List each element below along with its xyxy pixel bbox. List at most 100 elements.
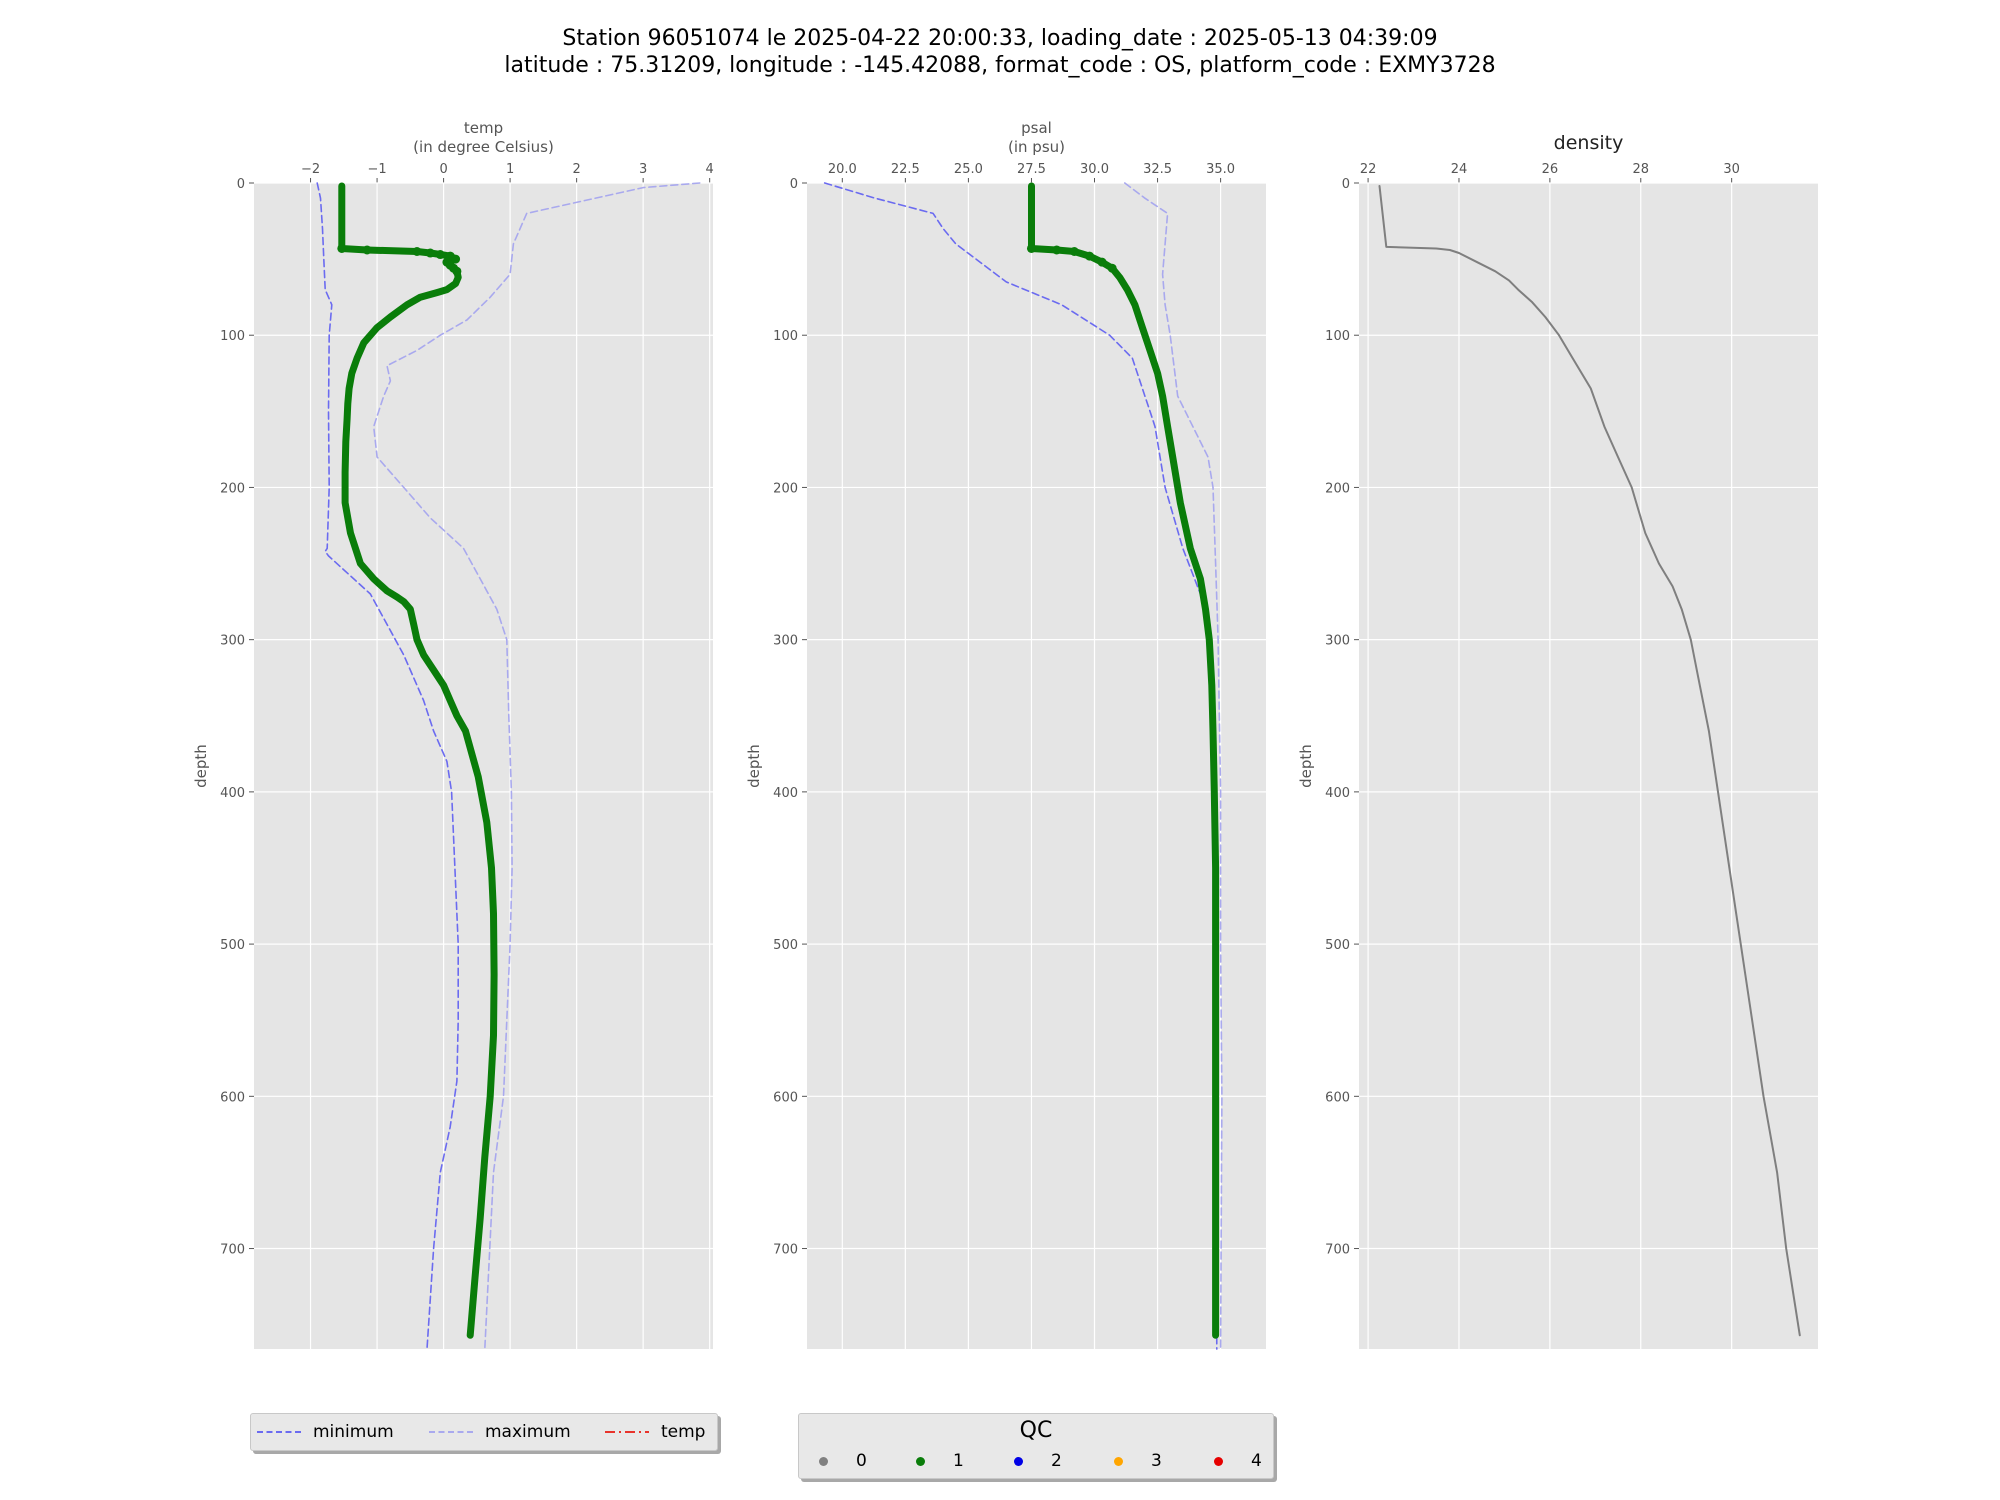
psal-y-tick-label: 500 (773, 938, 798, 953)
temp-x-tick-label: −2 (301, 162, 320, 177)
psal-y-tick-label: 200 (773, 481, 798, 496)
qc-legend-item-3: 3 (1114, 1451, 1162, 1471)
psal-panel: 20.0 22.5 25.0 27.5 30.0 32.5 35.0 0 100 200 300 40… (745, 119, 1266, 1350)
legend-item-minimum: minimum (257, 1422, 394, 1442)
temp-x-tick-label: 3 (639, 162, 647, 177)
legend-item-temp: temp (605, 1422, 705, 1442)
psal-qc1-marker (1084, 251, 1094, 261)
qc-legend-item-0: 0 (819, 1451, 867, 1471)
density-y-tick-label: 0 (1342, 177, 1350, 192)
density-y-tick-label: 600 (1325, 1090, 1350, 1105)
psal-x-tick-label: 27.5 (1017, 162, 1046, 177)
temp-minimum-line (316, 182, 460, 1350)
temp-y-tick-label: 700 (220, 1243, 245, 1258)
psal-y-tick-label: 0 (790, 177, 798, 192)
qc-legend-item-1: 1 (916, 1451, 964, 1471)
psal-axis-title: psal (1021, 119, 1052, 137)
qc-label-3: 3 (1151, 1451, 1162, 1471)
qc-legend-item-2: 2 (1014, 1451, 1062, 1471)
density-y-tick-label: 500 (1325, 938, 1350, 953)
qc-label-4: 4 (1251, 1451, 1262, 1471)
temp-depth-axis-label: depth (192, 744, 210, 788)
density-y-tick-label: 100 (1325, 329, 1350, 344)
density-x-tick-label: 30 (1723, 162, 1740, 177)
psal-y-tick-label: 400 (773, 786, 798, 801)
qc-dot-2 (1014, 1456, 1023, 1466)
temp-y-tick-label: 300 (220, 634, 245, 649)
psal-qc1-marker (1026, 243, 1036, 253)
temp-x-tick-label: −1 (367, 162, 386, 177)
temp-y-tick-label: 200 (220, 481, 245, 496)
temp-qc1-marker (337, 243, 347, 253)
temp-x-tick-label: 4 (706, 162, 714, 177)
temp-maximum-line (372, 182, 701, 1350)
legend-label-minimum: minimum (313, 1422, 394, 1442)
psal-maximum-line (1124, 182, 1223, 1350)
density-axis-title: density (1554, 132, 1624, 154)
density-x-tick-label: 28 (1632, 162, 1649, 177)
density-depth-axis-label: depth (1297, 744, 1315, 788)
density-y-tick-label: 300 (1325, 634, 1350, 649)
temp-qc1-marker (362, 245, 372, 255)
qc-legend: QC 0 1 2 3 4 (798, 1413, 1274, 1479)
temp-y-tick-label: 0 (237, 177, 245, 192)
temp-y-tick-label: 100 (220, 329, 245, 344)
temp-qc1-marker (412, 246, 422, 256)
temp-x-tick-label: 2 (572, 162, 580, 177)
temp-qc1-marker (425, 248, 435, 258)
density-x-tick-label: 26 (1542, 162, 1559, 177)
temp-x-tick-label: 1 (506, 162, 514, 177)
density-density-line (1378, 185, 1801, 1337)
psal-qc1-marker (1107, 263, 1117, 273)
legend-swatch-minimum (257, 1431, 301, 1433)
psal-qc1-marker (1052, 245, 1062, 255)
psal-y-tick-label: 300 (773, 634, 798, 649)
psal-y-tick-label: 100 (773, 329, 798, 344)
qc-dot-1 (916, 1456, 925, 1466)
psal-y-tick-label: 600 (773, 1090, 798, 1105)
qc-label-1: 1 (953, 1451, 964, 1471)
density-y-tick-label: 700 (1325, 1243, 1350, 1258)
temp-qc1-marker (435, 250, 445, 260)
chart-title-line1: Station 96051074 le 2025-04-22 20:00:33,… (562, 26, 1438, 51)
temp-y-tick-label: 400 (220, 786, 245, 801)
density-y-tick-label: 200 (1325, 481, 1350, 496)
psal-x-tick-label: 22.5 (891, 162, 920, 177)
psal-x-tick-label: 32.5 (1143, 162, 1172, 177)
psal-x-tick-label: 30.0 (1080, 162, 1109, 177)
psal-depth-axis-label: depth (745, 744, 763, 788)
legend-item-maximum: maximum (429, 1422, 571, 1442)
temp-x-tick-label: 0 (439, 162, 447, 177)
psal-x-tick-label: 20.0 (828, 162, 857, 177)
qc-legend-title: QC (1019, 1418, 1053, 1443)
density-plot-area (1359, 183, 1818, 1349)
psal-plot-area (807, 183, 1266, 1349)
temp-y-tick-label: 500 (220, 938, 245, 953)
chart-title-line2: latitude : 75.31209, longitude : -145.42… (504, 53, 1496, 78)
qc-legend-item-4: 4 (1214, 1451, 1262, 1471)
temp-axis-title: temp (464, 119, 503, 137)
series-legend: minimum maximum temp (250, 1413, 718, 1451)
density-y-tick-label: 400 (1325, 786, 1350, 801)
psal-x-tick-label: 25.0 (954, 162, 983, 177)
density-x-tick-label: 24 (1451, 162, 1468, 177)
legend-swatch-maximum (429, 1431, 473, 1433)
psal-y-tick-label: 700 (773, 1243, 798, 1258)
psal-x-tick-label: 35.0 (1206, 162, 1235, 177)
qc-dot-0 (819, 1456, 828, 1466)
temp-qc1-marker (451, 254, 461, 264)
psal-qc1-marker (1069, 246, 1079, 256)
temp-y-tick-label: 600 (220, 1090, 245, 1105)
density-x-tick-label: 22 (1360, 162, 1377, 177)
qc-dot-3 (1114, 1456, 1123, 1466)
density-panel: 22 24 26 28 300100200300400500600700densityd… (1297, 132, 1818, 1349)
qc-label-2: 2 (1051, 1451, 1062, 1471)
legend-label-temp: temp (661, 1422, 706, 1442)
temp-qc1-marker (452, 266, 462, 276)
legend-swatch-temp (605, 1431, 649, 1433)
psal-qc1-marker (1097, 257, 1107, 267)
temp-axis-subtitle: (in degree Celsius) (413, 138, 554, 156)
qc-dot-4 (1214, 1456, 1223, 1466)
legend-label-maximum: maximum (485, 1422, 571, 1442)
